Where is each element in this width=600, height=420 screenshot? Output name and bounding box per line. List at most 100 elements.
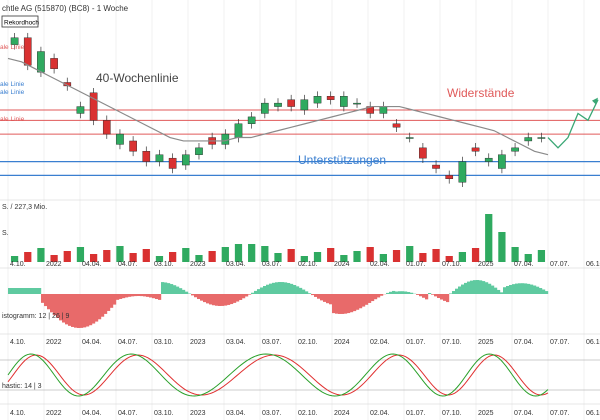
macd-bar (161, 282, 165, 294)
macd-bar (263, 286, 267, 294)
macd-bar (128, 294, 132, 297)
volume-bar (432, 249, 440, 262)
macd-bar (458, 286, 462, 294)
macd-bar (308, 293, 312, 294)
macd-bar (38, 288, 42, 294)
volume-bar (485, 214, 493, 262)
macd-bar (242, 294, 246, 299)
x-tick-label: 07.10. (442, 261, 462, 268)
candle-body (313, 96, 322, 104)
macd-bar (143, 294, 147, 297)
macd-bar (41, 294, 45, 303)
candlestick-series (10, 32, 546, 188)
macd-bar (236, 294, 240, 302)
candle-body (353, 102, 361, 105)
x-tick-label: 2023 (190, 410, 206, 417)
candle-body (142, 151, 151, 162)
candle-body (379, 106, 388, 114)
x-tick-label: 03.07. (262, 261, 282, 268)
chart-title: chtle AG (515870) (BC8) - 1 Woche (2, 4, 129, 13)
candle-body (63, 82, 72, 87)
macd-bar (53, 294, 57, 316)
macd-bar (47, 294, 51, 310)
stoch-k-line (7, 353, 549, 397)
candle-body (50, 58, 58, 69)
x-tick-label: 03.07. (262, 410, 282, 417)
x-tick-label: 06.10. (586, 261, 600, 268)
macd-bar (140, 294, 144, 297)
x-tick-label: 03.04. (226, 261, 246, 268)
macd-bar (206, 294, 210, 304)
macd-bar (233, 294, 237, 303)
stoch-d-line (7, 354, 549, 396)
macd-bar (464, 282, 468, 294)
x-tick-label: 2025 (478, 410, 494, 417)
macd-bar (329, 294, 333, 305)
macd-bar (203, 294, 207, 303)
macd-bar (218, 294, 222, 306)
macd-bar (368, 294, 372, 303)
x-tick-label: 04.04. (82, 339, 102, 346)
macd-bar (410, 292, 414, 294)
macd-bar (275, 282, 279, 294)
macd-bar (374, 294, 378, 300)
macd-bar (431, 294, 435, 295)
candle-body (458, 161, 467, 183)
macd-bar (332, 294, 336, 314)
macd-bar (248, 294, 252, 295)
macd-bar (338, 294, 342, 314)
macd-bar (173, 285, 177, 294)
volume-bar (511, 247, 519, 262)
x-tick-label: 01.07. (406, 410, 426, 417)
volume-bar (353, 251, 361, 262)
candle-body (247, 116, 256, 124)
macd-bar (530, 284, 534, 294)
macd-bar (77, 294, 81, 328)
candle-body (300, 99, 309, 111)
macd-bar (44, 294, 48, 307)
stochastic-lines (0, 353, 600, 397)
macd-bar (62, 294, 66, 323)
macd-bar (65, 294, 69, 325)
volume-bar (340, 255, 348, 262)
candle-body (261, 102, 269, 114)
macd-bar (185, 291, 189, 294)
volume-bar (10, 256, 19, 262)
x-tick-label: 03.10. (154, 261, 174, 268)
candle-body (484, 157, 493, 162)
macd-bar (260, 287, 264, 294)
macd-bar (500, 292, 504, 294)
macd-bar (341, 294, 345, 314)
candle-body (89, 92, 98, 121)
volume-bar (116, 246, 124, 262)
macd-bar (269, 283, 273, 294)
macd-bar (23, 288, 27, 294)
volume-bar (129, 253, 137, 262)
x-tick-label: 2024 (334, 339, 350, 346)
volume-bar (419, 253, 427, 262)
candle-body (23, 37, 32, 66)
macd-bar (251, 292, 255, 294)
macd-bar (296, 286, 300, 294)
macd-bar (344, 294, 348, 314)
macd-bar (470, 280, 474, 294)
x-tick-label: 07.10. (442, 410, 462, 417)
macd-bar (230, 294, 234, 305)
macd-bar (476, 280, 480, 294)
forecast-line (547, 99, 599, 149)
volume-bar (208, 251, 216, 262)
macd-bar (104, 294, 108, 314)
macd-bar (287, 282, 291, 294)
volume-bar (234, 244, 243, 262)
macd-bar (11, 288, 15, 294)
macd-bar (224, 294, 228, 306)
macd-bar (176, 286, 180, 294)
macd-bar (509, 284, 513, 294)
macd-bar (497, 289, 501, 294)
candle-body (537, 137, 546, 139)
volume-bar (498, 232, 506, 262)
shares-label: S. / 227,3 Mio. (2, 204, 47, 211)
x-tick-label: 07.07. (550, 339, 570, 346)
volume-bar (50, 255, 58, 262)
